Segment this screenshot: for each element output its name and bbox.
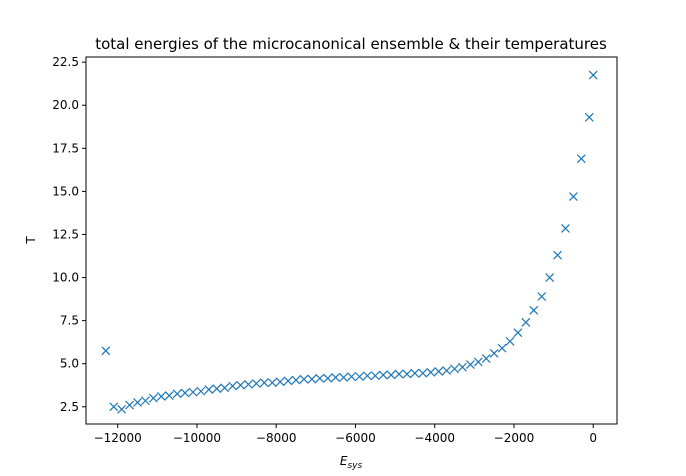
data-point bbox=[148, 393, 158, 403]
data-point bbox=[220, 383, 230, 393]
data-point bbox=[196, 386, 206, 396]
data-point bbox=[109, 402, 119, 412]
data-point bbox=[576, 154, 586, 164]
data-point bbox=[236, 380, 245, 390]
data-point bbox=[299, 374, 309, 384]
data-point bbox=[442, 366, 452, 376]
data-point bbox=[505, 336, 515, 346]
data-point bbox=[275, 377, 285, 387]
data-point bbox=[117, 404, 127, 414]
x-axis-label-main: E bbox=[340, 454, 348, 468]
data-point bbox=[426, 367, 436, 377]
y-tick-label: 7.5 bbox=[60, 314, 79, 328]
x-axis-label-sub: sys bbox=[347, 461, 362, 471]
data-point bbox=[545, 273, 555, 282]
y-tick-label: 20.0 bbox=[52, 98, 79, 112]
data-point bbox=[156, 392, 166, 401]
x-tick-label: −8000 bbox=[256, 431, 297, 445]
data-point bbox=[553, 250, 562, 260]
data-point bbox=[251, 379, 261, 388]
x-tick-label: −4000 bbox=[414, 431, 455, 445]
data-point bbox=[497, 343, 507, 353]
y-axis-label: T bbox=[24, 236, 38, 245]
data-point bbox=[584, 112, 594, 122]
data-point bbox=[561, 224, 570, 233]
data-point bbox=[323, 373, 333, 383]
y-tick-label: 17.5 bbox=[52, 141, 79, 155]
data-point bbox=[370, 371, 380, 381]
y-tick-label: 2.5 bbox=[60, 400, 79, 414]
data-point bbox=[394, 369, 404, 379]
x-tick-label: −6000 bbox=[335, 431, 376, 445]
data-point bbox=[228, 381, 238, 391]
data-point bbox=[465, 360, 475, 369]
axes-frame bbox=[85, 56, 618, 425]
x-axis-ticks: −12000 −10000 −8000 −6000 −4000 −2000 0 bbox=[94, 424, 597, 445]
data-point bbox=[513, 328, 523, 338]
data-point bbox=[133, 398, 142, 407]
y-tick-label: 5.0 bbox=[60, 357, 79, 371]
data-point bbox=[473, 357, 483, 367]
data-point bbox=[180, 388, 190, 398]
y-tick-label: 12.5 bbox=[52, 227, 79, 241]
y-axis-ticks: 2.5 5.0 7.5 10.0 12.5 15.0 17.5 20.0 22.5 bbox=[52, 55, 86, 414]
data-point bbox=[410, 368, 420, 378]
y-tick-label: 22.5 bbox=[52, 55, 79, 69]
data-point bbox=[291, 375, 301, 385]
data-point bbox=[212, 384, 222, 394]
x-tick-label: −12000 bbox=[94, 431, 142, 445]
data-point bbox=[521, 317, 531, 327]
data-point bbox=[101, 346, 111, 356]
data-point bbox=[434, 367, 444, 376]
data-point bbox=[141, 396, 150, 406]
data-point bbox=[172, 389, 182, 399]
x-tick-label: −10000 bbox=[173, 431, 221, 445]
data-point bbox=[588, 70, 598, 80]
chart-title: total energies of the microcanonical ens… bbox=[95, 35, 607, 53]
data-point bbox=[164, 391, 174, 400]
data-point bbox=[362, 371, 372, 381]
data-point bbox=[339, 373, 348, 382]
data-point bbox=[204, 385, 214, 394]
data-point bbox=[125, 400, 135, 410]
data-point bbox=[244, 379, 253, 389]
data-point bbox=[283, 376, 293, 386]
data-point bbox=[331, 373, 341, 382]
data-point bbox=[489, 348, 499, 358]
data-point bbox=[537, 292, 547, 301]
data-point bbox=[315, 373, 325, 383]
y-tick-label: 15.0 bbox=[52, 184, 79, 198]
x-tick-label: −2000 bbox=[494, 431, 535, 445]
data-point bbox=[307, 374, 317, 384]
data-point bbox=[259, 378, 269, 388]
data-point bbox=[188, 387, 198, 397]
data-points bbox=[101, 70, 598, 414]
data-point bbox=[529, 305, 539, 315]
data-point bbox=[568, 192, 578, 201]
data-point bbox=[355, 372, 364, 382]
data-point bbox=[386, 370, 396, 380]
data-point bbox=[378, 370, 388, 380]
y-tick-label: 10.0 bbox=[52, 271, 79, 285]
data-point bbox=[458, 362, 467, 372]
data-point bbox=[418, 368, 428, 378]
data-point bbox=[450, 364, 459, 374]
data-point bbox=[267, 378, 277, 388]
data-point bbox=[481, 354, 491, 363]
data-point bbox=[347, 372, 356, 382]
data-point bbox=[402, 369, 412, 379]
x-axis-label: Esys bbox=[340, 454, 363, 471]
x-tick-label: 0 bbox=[589, 431, 597, 445]
